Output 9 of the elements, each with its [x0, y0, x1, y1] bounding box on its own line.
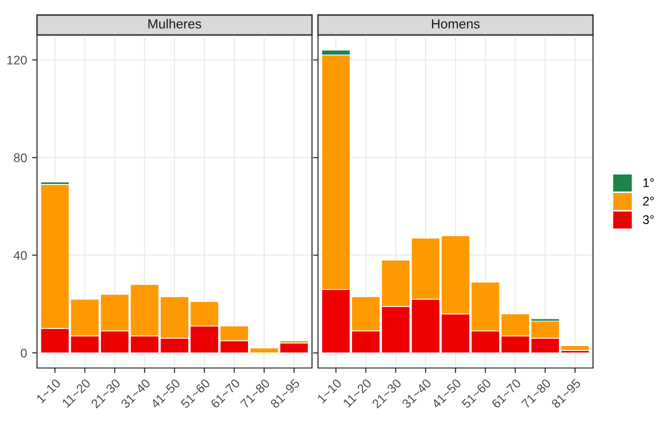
- y-tick-label: 40: [14, 251, 27, 260]
- y-tick-label: 80: [14, 153, 27, 162]
- chart-title: Homens: [432, 19, 480, 29]
- legend-label: 2°: [643, 196, 654, 206]
- y-tick-label: 120: [7, 56, 27, 65]
- legend-label: 1°: [643, 178, 654, 187]
- legend-label: 3°: [642, 215, 654, 224]
- chart-title: Mulheres: [148, 18, 202, 29]
- y-tick-label: 0: [20, 348, 27, 358]
